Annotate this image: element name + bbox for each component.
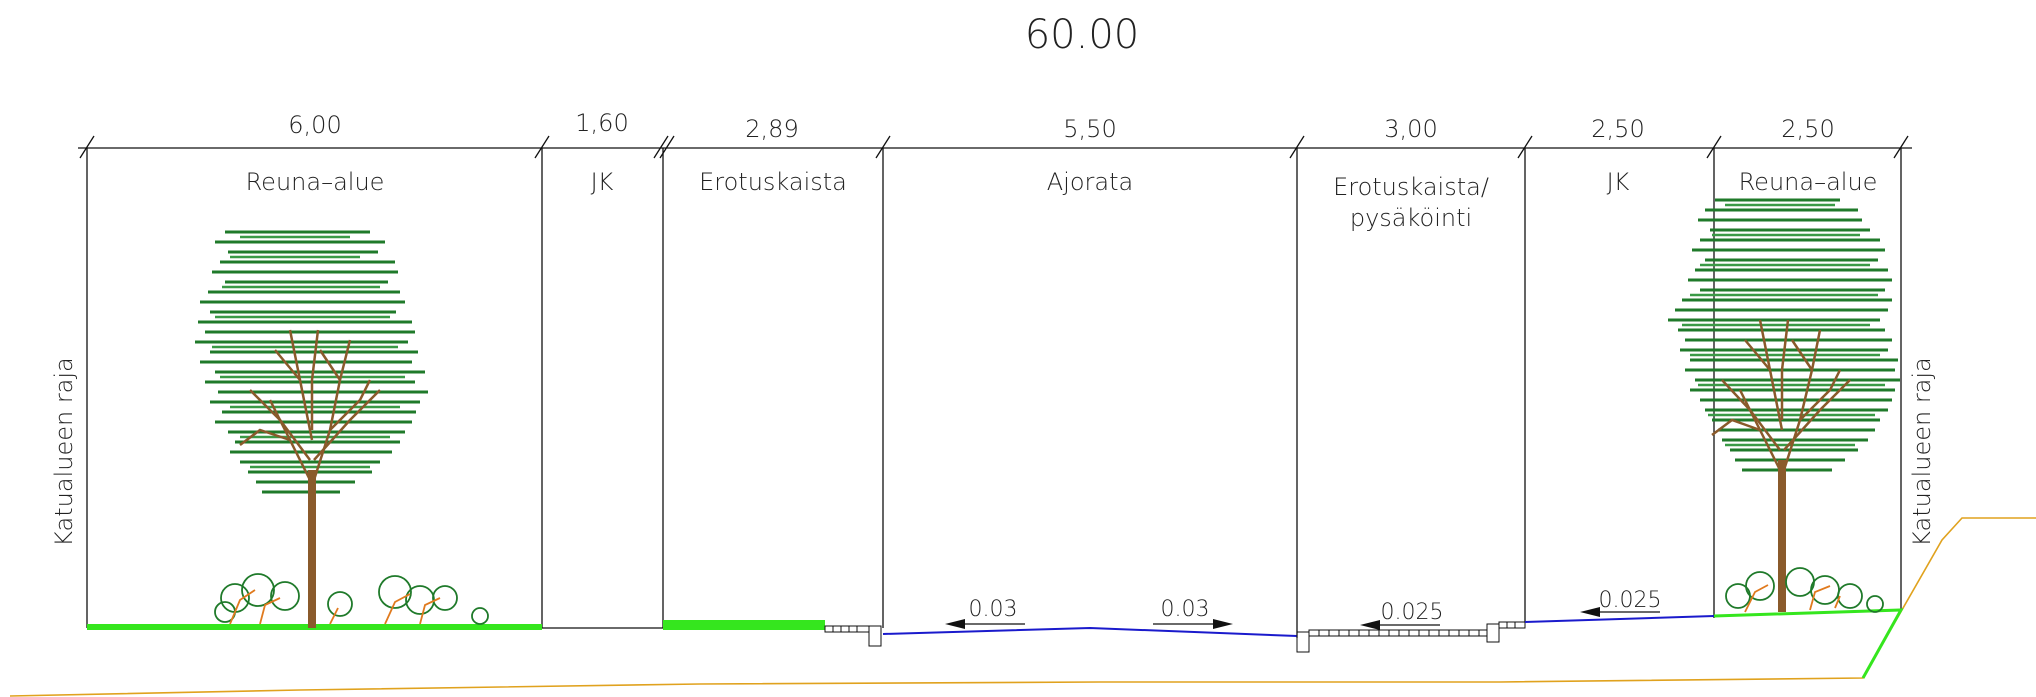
- tree-trunk: [308, 470, 316, 628]
- arrow-left-icon: [1580, 607, 1600, 617]
- curb-left: [824, 625, 882, 647]
- tree-trunk: [1778, 460, 1786, 612]
- arrow-left-icon: [945, 619, 965, 629]
- zone-label-ajorata: Ajorata: [1047, 168, 1133, 196]
- deciduous-tree-icon: [195, 230, 489, 628]
- arrow-right-icon: [1213, 619, 1233, 629]
- dimension-values: 6,00 1,60 2,89 5,50 3,00 2,50 2,50: [288, 109, 1834, 143]
- dimension-value: 2,50: [1591, 115, 1644, 143]
- zone-label-reuna-left: Reuna–alue: [246, 168, 385, 196]
- shrub-icon: [1725, 567, 1884, 613]
- slope-indicators: 0.03 0.03 0.025 0.025: [945, 588, 1661, 630]
- zone-labels: Reuna–alue JK Erotuskaista Ajorata Erotu…: [246, 168, 1878, 232]
- slope-label-parking: 0.025: [1381, 600, 1444, 625]
- jk-surface-right: [1524, 615, 1715, 623]
- dimension-value: 2,50: [1781, 115, 1834, 143]
- dimension-value: 2,89: [745, 115, 798, 143]
- zone-boundaries: [86, 148, 1902, 638]
- zone-label-erotuskaista-parking-1: Erotuskaista/: [1333, 173, 1489, 201]
- terrain-line: [9, 517, 2036, 697]
- total-width-label: 60.00: [1025, 12, 1140, 58]
- slope-label-ajorata-left: 0.03: [969, 597, 1018, 622]
- dimension-value: 5,50: [1063, 115, 1116, 143]
- dimension-value: 6,00: [288, 111, 341, 139]
- dimension-value: 1,60: [575, 109, 628, 137]
- zone-label-erotuskaista-parking-2: pysäköinti: [1350, 204, 1472, 232]
- grass-strip-erotuskaista: [663, 620, 825, 630]
- zone-label-erotuskaista: Erotuskaista: [699, 168, 847, 196]
- zone-label-jk-right: JK: [1607, 168, 1630, 196]
- tree-foliage: [1668, 198, 1900, 472]
- boundary-label-left: Katualueen raja: [50, 357, 78, 547]
- boundary-label-right: Katualueen raja: [1908, 357, 1936, 547]
- tree-foliage: [195, 230, 428, 494]
- deciduous-tree-icon: [1668, 198, 1900, 613]
- parking-paving: [1296, 621, 1526, 653]
- shrub-icon: [214, 573, 489, 625]
- slope-label-ajorata-right: 0.03: [1161, 597, 1210, 622]
- slope-label-jk-right: 0.025: [1599, 588, 1662, 613]
- grass-strip-right: [1713, 608, 1904, 679]
- arrow-left-icon: [1360, 620, 1380, 630]
- road-surface: [882, 626, 1298, 637]
- zone-label-jk-left: JK: [591, 168, 614, 196]
- zone-label-reuna-right: Reuna–alue: [1739, 168, 1878, 196]
- dimension-line: [78, 135, 1912, 159]
- dimension-value: 3,00: [1384, 115, 1437, 143]
